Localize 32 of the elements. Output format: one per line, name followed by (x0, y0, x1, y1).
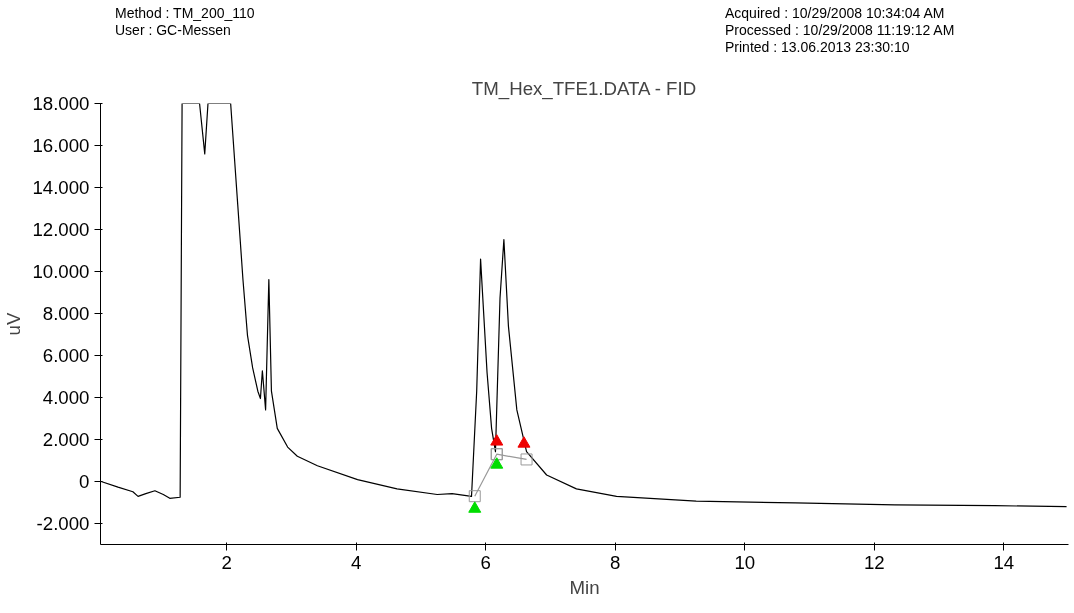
point (468, 501, 482, 513)
x-axis-title: Min (569, 576, 600, 598)
y-axis-title: uV (3, 312, 25, 336)
text: User : GC-Messen (115, 22, 231, 38)
y-tick-label: 18.000 (32, 93, 90, 114)
y-tick-label: 2.000 (42, 429, 90, 450)
x-tick-label: 4 (351, 551, 362, 573)
x-tick-label: 10 (734, 551, 756, 573)
text: Method : TM_200_110 (115, 5, 255, 21)
point (517, 436, 531, 448)
point (520, 453, 533, 466)
y-tick-label: 16.000 (32, 135, 90, 156)
y-tick-label: 10.000 (32, 261, 90, 282)
y-tick-label: 0 (79, 471, 90, 492)
point (490, 434, 504, 446)
x-tick-label: 2 (221, 551, 232, 573)
y-tick-label: 12.000 (32, 219, 90, 240)
point (468, 490, 481, 503)
y-tick-label: 14.000 (32, 177, 90, 198)
x-tick-label: 6 (480, 551, 491, 573)
y-tick-label: -2.000 (36, 513, 90, 534)
point (490, 457, 504, 469)
y-tick-label: 6.000 (42, 345, 90, 366)
x-tick-label: 12 (863, 551, 885, 573)
x-tick-label: 8 (610, 551, 621, 573)
chart-title: TM_Hex_TFE1.DATA - FID (471, 77, 697, 100)
x-tick-label: 14 (993, 551, 1015, 573)
text: Processed : 10/29/2008 11:19:12 AM (725, 22, 955, 38)
text: Acquired : 10/29/2008 10:34:04 AM (725, 5, 945, 21)
y-tick-label: 8.000 (42, 303, 90, 324)
text: Printed : 13.06.2013 23:30:10 (725, 39, 910, 55)
y-tick-label: 4.000 (42, 387, 90, 408)
